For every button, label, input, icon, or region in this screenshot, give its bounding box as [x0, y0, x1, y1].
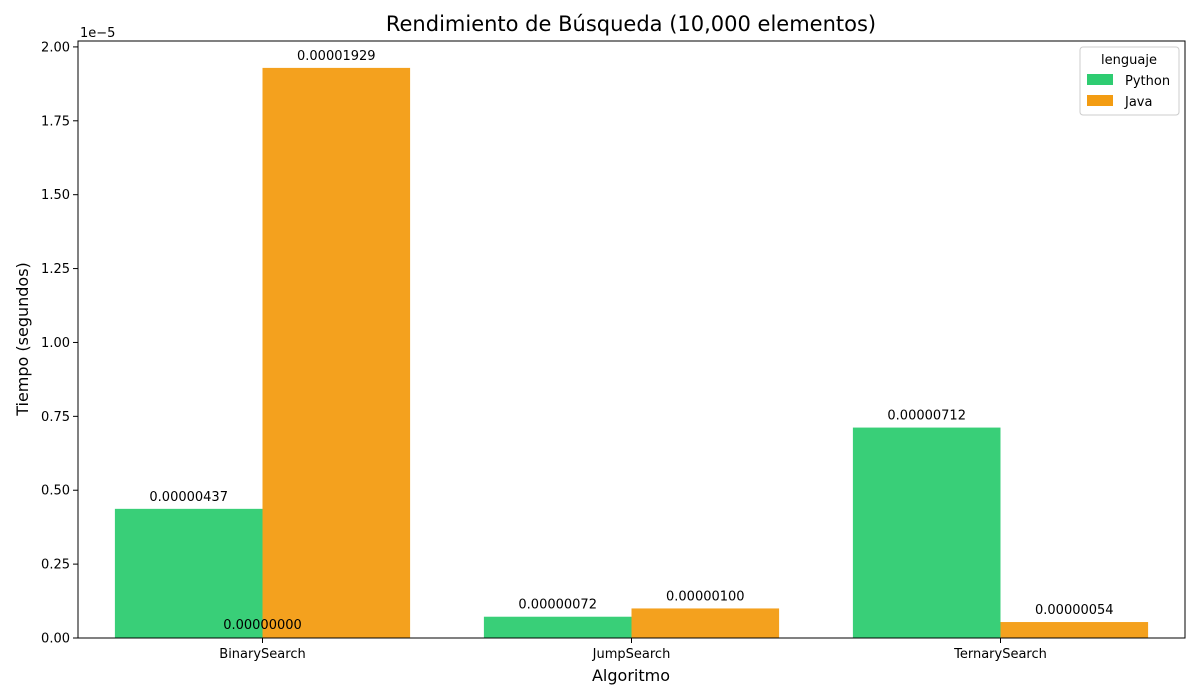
legend-entry: Java	[1124, 95, 1152, 110]
plot-area: 0.00000437 0.00001929 0.00000072 0.00000100…	[114, 49, 1149, 639]
data-label: 0.00001929	[297, 49, 376, 64]
bar-python-binarysearch	[114, 508, 263, 638]
y-tick-label: 0.00	[41, 632, 70, 647]
bar-java-jumpsearch	[631, 608, 780, 638]
zero-annotation: 0.00000000	[223, 618, 302, 633]
data-label: 0.00000054	[1035, 603, 1114, 618]
y-tick-label: 2.00	[41, 40, 70, 55]
y-tick-label: 1.75	[41, 114, 70, 129]
legend-swatch-java	[1087, 95, 1113, 106]
y-tick-label: 0.75	[41, 410, 70, 425]
y-offset-label: 1e−5	[80, 26, 115, 41]
chart-title: Rendimiento de Búsqueda (10,000 elemento…	[386, 12, 876, 36]
legend: lenguaje Python Java	[1079, 46, 1180, 116]
y-tick-label: 1.25	[41, 262, 70, 277]
legend-entry: Python	[1125, 74, 1170, 89]
data-label: 0.00000712	[887, 409, 966, 424]
data-label: 0.00000072	[518, 598, 597, 613]
bar-java-ternarysearch	[1000, 622, 1149, 638]
x-tick-label: JumpSearch	[592, 647, 671, 662]
x-tick-label: TernarySearch	[953, 647, 1047, 662]
bar-java-binarysearch	[262, 67, 411, 639]
x-axis-label: Algoritmo	[592, 666, 670, 685]
bar-python-ternarysearch	[852, 427, 1001, 638]
data-label: 0.00000100	[666, 589, 745, 604]
bar-python-jumpsearch	[483, 616, 632, 638]
data-label: 0.00000437	[149, 490, 228, 505]
y-axis-label: Tiempo (segundos)	[13, 262, 32, 417]
y-tick-label: 1.00	[41, 336, 70, 351]
legend-swatch-python	[1087, 74, 1113, 85]
y-tick-label: 0.25	[41, 558, 70, 573]
y-tick-label: 1.50	[41, 188, 70, 203]
y-tick-label: 0.50	[41, 484, 70, 499]
x-tick-label: BinarySearch	[219, 647, 305, 662]
legend-title: lenguaje	[1101, 53, 1157, 68]
